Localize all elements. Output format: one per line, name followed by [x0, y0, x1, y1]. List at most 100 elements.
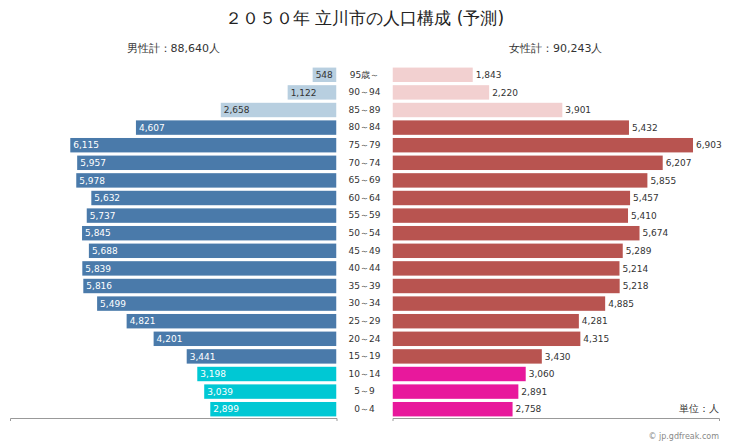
bar: [393, 191, 631, 205]
bar: [393, 138, 694, 152]
y-tick-label: 50～54: [349, 228, 381, 238]
data-label: 3,060: [529, 369, 555, 379]
bar: [393, 226, 640, 240]
bar: [393, 349, 542, 363]
data-label: 6,207: [666, 158, 692, 168]
data-label: 5,457: [633, 193, 659, 203]
data-label: 3,901: [565, 105, 591, 115]
y-tick-label: 85～89: [349, 105, 381, 115]
y-axis: 95歳～90～9485～8980～8475～7970～7465～6960～645…: [349, 70, 381, 414]
y-tick: 35～39: [349, 281, 381, 291]
x-axis: [393, 419, 720, 422]
data-label: 1,122: [291, 88, 317, 98]
data-label: 4,885: [608, 299, 634, 309]
bar: [393, 402, 513, 416]
chart: ２０５０年 立川市の人口構成 (予測)男性計：88,640人女性計：90,243…: [0, 0, 729, 445]
y-tick: 15～19: [349, 351, 381, 361]
y-tick: 10～14: [349, 369, 381, 379]
bar: [393, 68, 473, 82]
bar: [393, 296, 606, 310]
y-tick-label: 15～19: [349, 351, 381, 361]
y-tick-label: 25～29: [349, 316, 381, 326]
bar: [393, 367, 526, 381]
x-axis-line: [393, 419, 720, 422]
data-label: 4,607: [139, 123, 165, 133]
y-tick: 0～4: [354, 404, 375, 414]
data-label: 6,903: [696, 140, 722, 150]
data-label: 2,899: [213, 404, 239, 414]
bar: [97, 296, 336, 310]
data-label: 5,845: [85, 228, 111, 238]
bars: [393, 68, 694, 417]
bar: [313, 68, 337, 82]
y-tick: 65～69: [349, 175, 381, 185]
bar: [393, 85, 490, 99]
bar: [83, 279, 336, 293]
y-tick-label: 45～49: [349, 246, 381, 256]
bar: [87, 208, 337, 222]
data-label: 5,632: [94, 193, 120, 203]
bar: [393, 173, 648, 187]
data-label: 3,039: [207, 387, 233, 397]
data-label: 1,843: [476, 70, 502, 80]
annotation: 単位：人: [679, 403, 719, 414]
bar: [127, 314, 337, 328]
y-tick: 50～54: [349, 228, 381, 238]
bar: [393, 103, 563, 117]
bar: [393, 156, 663, 170]
bar: [76, 173, 336, 187]
y-tick: 5～9: [354, 386, 375, 396]
y-tick-label: 10～14: [349, 369, 381, 379]
bar: [82, 226, 336, 240]
y-tick-label: 40～44: [349, 263, 381, 273]
data-labels: 5481,1222,6584,6076,1155,9575,9785,6325,…: [73, 70, 333, 414]
bar: [187, 349, 337, 363]
data-label: 5,674: [643, 228, 669, 238]
data-label: 5,855: [650, 176, 676, 186]
data-label: 6,115: [73, 140, 99, 150]
data-label: 5,218: [623, 281, 649, 291]
y-tick-label: 70～74: [349, 158, 381, 168]
y-tick-label: 30～34: [349, 298, 381, 308]
bar: [77, 156, 336, 170]
title: ２０５０年 立川市の人口構成 (予測): [225, 8, 504, 28]
bar: [288, 85, 337, 99]
bar: [91, 191, 336, 205]
bars: [70, 68, 336, 417]
data-label: 5,499: [100, 299, 126, 309]
x-axis-line: [11, 419, 338, 422]
x-axis: [11, 419, 338, 422]
data-label: 4,315: [583, 334, 609, 344]
y-tick: 75～79: [349, 140, 381, 150]
bar: [393, 208, 629, 222]
data-label: 4,201: [157, 334, 183, 344]
data-label: 4,281: [582, 316, 608, 326]
y-tick-label: 35～39: [349, 281, 381, 291]
bar: [393, 244, 623, 258]
data-label: 3,198: [200, 369, 226, 379]
y-tick: 40～44: [349, 263, 381, 273]
bar: [197, 367, 336, 381]
y-tick: 90～94: [349, 87, 381, 97]
data-label: 5,957: [80, 158, 106, 168]
data-label: 5,737: [90, 211, 116, 221]
bar: [393, 332, 581, 346]
bar: [89, 244, 337, 258]
y-tick-label: 75～79: [349, 140, 381, 150]
data-label: 5,839: [85, 264, 111, 274]
bar: [393, 384, 519, 398]
y-tick: 70～74: [349, 158, 381, 168]
data-label: 2,758: [516, 404, 542, 414]
bar: [210, 402, 336, 416]
bar: [393, 314, 579, 328]
y-tick: 60～64: [349, 193, 381, 203]
y-tick: 25～29: [349, 316, 381, 326]
annotation: 女性計：90,243人: [509, 42, 603, 55]
data-label: 5,289: [626, 246, 652, 256]
y-tick: 95歳～: [350, 70, 379, 80]
data-label: 5,214: [622, 264, 648, 274]
data-label: 5,688: [92, 246, 118, 256]
y-tick: 20～24: [349, 334, 381, 344]
y-tick-label: 20～24: [349, 334, 381, 344]
data-label: 2,220: [492, 88, 518, 98]
